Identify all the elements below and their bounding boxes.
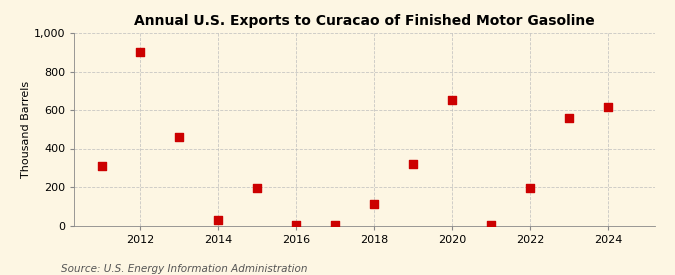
Point <box>447 98 458 103</box>
Point <box>291 223 302 227</box>
Point <box>174 135 185 139</box>
Point <box>330 222 341 227</box>
Point <box>564 116 574 120</box>
Point <box>252 186 263 190</box>
Point <box>96 164 107 168</box>
Point <box>603 105 614 109</box>
Point <box>408 162 418 166</box>
Point <box>486 222 497 227</box>
Text: Source: U.S. Energy Information Administration: Source: U.S. Energy Information Administ… <box>61 264 307 274</box>
Title: Annual U.S. Exports to Curacao of Finished Motor Gasoline: Annual U.S. Exports to Curacao of Finish… <box>134 14 595 28</box>
Point <box>135 50 146 54</box>
Point <box>369 202 379 207</box>
Point <box>524 186 535 190</box>
Point <box>213 218 224 222</box>
Y-axis label: Thousand Barrels: Thousand Barrels <box>21 81 31 178</box>
